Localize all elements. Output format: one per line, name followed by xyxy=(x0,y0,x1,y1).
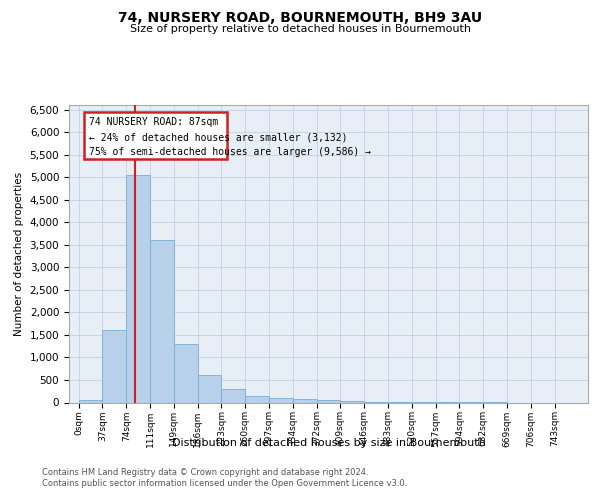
Bar xyxy=(79,400,103,402)
Bar xyxy=(150,240,174,402)
Text: ← 24% of detached houses are smaller (3,132): ← 24% of detached houses are smaller (3,… xyxy=(89,132,347,142)
Bar xyxy=(317,400,340,402)
Bar xyxy=(245,396,269,402)
Y-axis label: Number of detached properties: Number of detached properties xyxy=(14,172,24,336)
FancyBboxPatch shape xyxy=(84,112,227,159)
Bar xyxy=(221,389,245,402)
Bar xyxy=(269,398,293,402)
Bar xyxy=(197,376,221,402)
Text: 74 NURSERY ROAD: 87sqm: 74 NURSERY ROAD: 87sqm xyxy=(89,117,218,127)
Bar xyxy=(103,330,126,402)
Bar xyxy=(174,344,197,403)
Text: Distribution of detached houses by size in Bournemouth: Distribution of detached houses by size … xyxy=(172,438,485,448)
Text: Contains HM Land Registry data © Crown copyright and database right 2024.: Contains HM Land Registry data © Crown c… xyxy=(42,468,368,477)
Text: 74, NURSERY ROAD, BOURNEMOUTH, BH9 3AU: 74, NURSERY ROAD, BOURNEMOUTH, BH9 3AU xyxy=(118,10,482,24)
Bar xyxy=(293,399,317,402)
Bar xyxy=(126,175,150,402)
Bar xyxy=(340,401,364,402)
Text: Size of property relative to detached houses in Bournemouth: Size of property relative to detached ho… xyxy=(130,24,470,34)
Text: Contains public sector information licensed under the Open Government Licence v3: Contains public sector information licen… xyxy=(42,480,407,488)
Text: 75% of semi-detached houses are larger (9,586) →: 75% of semi-detached houses are larger (… xyxy=(89,147,371,157)
